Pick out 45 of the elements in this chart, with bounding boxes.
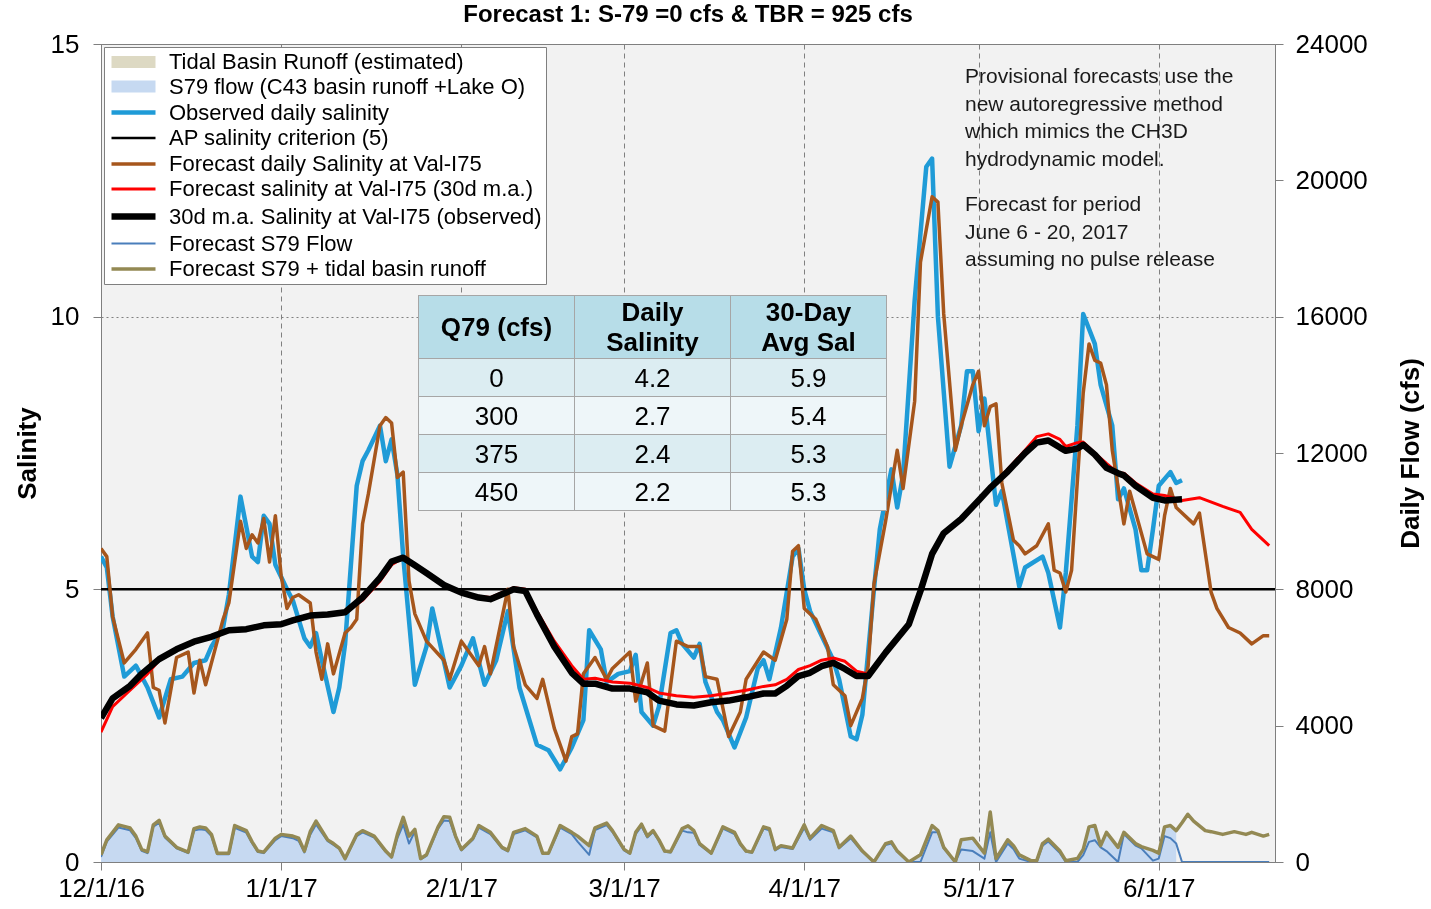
y2-tick-label: 16000 [1295, 301, 1368, 332]
y-axis-title: Salinity [11, 406, 42, 500]
data-label: 2.2 [574, 472, 731, 511]
x-tick-label: 1/1/17 [245, 872, 318, 903]
chart-title: Forecast 1: S-79 =0 cfs & TBR = 925 cfs [463, 0, 913, 27]
legend-label: AP salinity criterion (5) [169, 125, 389, 150]
y2-tick-label: 4000 [1295, 710, 1354, 741]
data-label: 2.4 [574, 434, 731, 473]
x-tick-label: 3/1/17 [588, 872, 661, 903]
legend-label: Forecast salinity at Val-I75 (30d m.a.) [169, 176, 533, 201]
legend-label: S79 flow (C43 basin runoff +Lake O) [169, 73, 526, 99]
legend-label: Observed daily salinity [169, 99, 390, 125]
data-label: 4.2 [574, 358, 731, 397]
y2-tick-label: 20000 [1295, 164, 1368, 195]
data-label: 2.7 [574, 396, 731, 435]
y-tick-label: 450 [418, 472, 575, 511]
y2-tick-label: 12000 [1295, 437, 1368, 468]
data-label: 5.4 [730, 396, 887, 435]
y2-tick-label: 8000 [1295, 573, 1354, 604]
annotation: Forecast for period June 6 - 20, 2017 assuming no pulse release [965, 191, 1215, 272]
x-tick-label: 5/1/17 [942, 872, 1016, 903]
x-tick-label: 4/1/17 [768, 872, 841, 903]
y-tick-label: 0 [418, 358, 575, 397]
y2-tick-label: 24000 [1295, 28, 1368, 59]
legend-label: 30d m.a. Salinity at Val-I75 (observed) [169, 203, 542, 229]
y-tick-label: 300 [418, 396, 575, 435]
annotation: Provisional forecasts use the new autoregressive method which mimics the CH3D hydrodynamic model. [965, 63, 1234, 172]
legend-label: Forecast S79 + tidal basin runoff [169, 256, 487, 281]
data-label: 5.3 [730, 472, 887, 511]
x-tick-label: 2/1/17 [425, 872, 498, 903]
x-tick-label: 6/1/17 [1123, 872, 1196, 903]
y2-axis-title: Daily Flow (cfs) [1394, 358, 1425, 549]
y-tick-label: 375 [418, 434, 575, 473]
x-tick-label: 30-Day Avg Sal [730, 295, 887, 359]
data-label: 5.9 [730, 358, 887, 397]
y-tick-label: 15 [50, 28, 80, 59]
data-label: 5.3 [730, 434, 887, 473]
legend-label: Forecast daily Salinity at Val-I75 [169, 151, 482, 176]
y-tick-label: 10 [50, 301, 80, 332]
x-tick-label: Daily Salinity [574, 295, 731, 359]
y-tick-label: 5 [65, 573, 80, 604]
y-axis-title: Q79 (cfs) [418, 295, 575, 359]
legend-label: Forecast S79 Flow [169, 230, 353, 256]
y2-tick-label: 0 [1295, 846, 1310, 877]
legend-label: Tidal Basin Runoff (estimated) [169, 49, 464, 74]
